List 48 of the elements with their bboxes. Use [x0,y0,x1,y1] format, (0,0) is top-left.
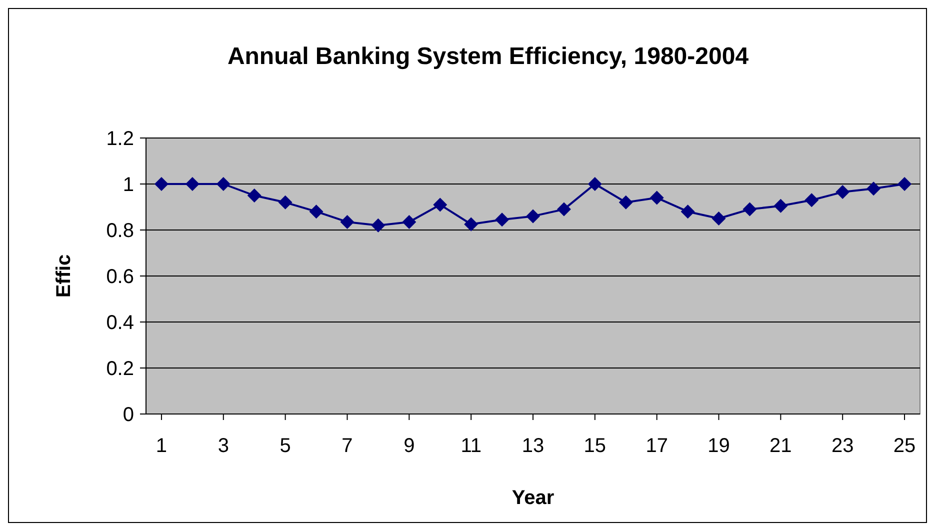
y-tick-label: 0.8 [106,220,134,242]
point [804,193,819,208]
x-tick-label: 19 [708,435,730,457]
point [742,202,757,216]
point [680,204,695,219]
y-tick-label: 1.2 [106,128,134,150]
x-tick-label: 17 [646,435,668,457]
x-tick-label: 21 [770,435,792,457]
x-tick-label: 3 [218,435,229,457]
point [309,204,324,219]
point [866,182,881,196]
point [216,177,230,191]
point [495,212,510,227]
point [402,214,416,229]
point [526,209,540,224]
x-tick-label: 5 [280,435,291,457]
point [433,198,448,212]
point [712,212,726,226]
y-tick-label: 0.6 [106,266,134,288]
x-tick-label: 9 [404,435,415,457]
point [898,177,912,191]
y-tick-label: 0 [122,404,134,426]
point [618,195,633,210]
x-tick-label: 15 [584,435,606,457]
point [247,188,262,202]
y-tick-label: 0.2 [106,358,134,380]
x-axis-title: Year [512,487,554,509]
point [371,218,386,232]
point [588,177,602,191]
point [185,177,200,191]
point [464,217,478,232]
point [278,195,292,210]
point [836,185,850,200]
x-tick-label: 7 [342,435,353,457]
x-tick-label: 1 [156,435,168,457]
point [154,177,168,191]
y-tick-label: 1 [122,174,134,196]
point [556,202,571,216]
x-tick-label: 23 [831,435,854,457]
x-tick-label: 11 [460,435,482,457]
y-axis-title: Effic [53,254,75,298]
x-tick-label: 13 [522,435,544,457]
x-tick-label: 25 [893,435,916,457]
point [774,198,788,213]
y-tick-label: 0.4 [106,312,134,334]
point [340,214,354,229]
chart-title: Annual Banking System Efficiency, 1980-2004 [227,43,750,70]
point [650,190,664,205]
